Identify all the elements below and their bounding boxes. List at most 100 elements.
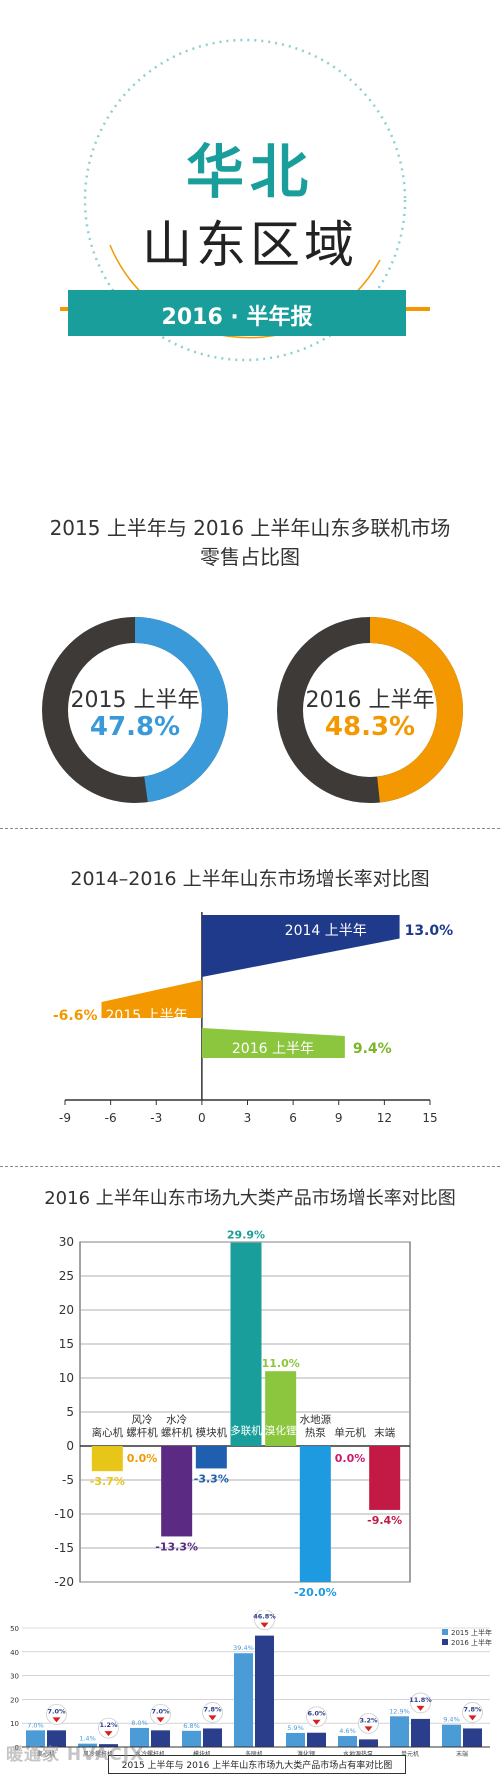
share-bar	[411, 1718, 430, 1747]
share-value-bubble	[462, 1702, 483, 1723]
donut-label-2016: 2016 上半年	[305, 688, 435, 713]
cat-bar	[230, 1242, 262, 1446]
share-tick-label: 30	[10, 1673, 19, 1681]
share-bar	[463, 1728, 482, 1747]
cat-bar-label: 热泵	[305, 1426, 326, 1439]
growth-tick-label: -3	[150, 1111, 162, 1125]
growth-tick-label: 6	[289, 1111, 297, 1125]
share-legend-2015: 2015 上半年	[451, 1629, 493, 1637]
cat-bar-label: 螺杆机	[126, 1426, 158, 1439]
growth-value-label: -6.6%	[53, 1008, 98, 1024]
watermark-logo: 暖通家 HVACJX	[6, 1745, 145, 1765]
share-bar	[359, 1739, 378, 1747]
share-red-marker	[208, 1715, 217, 1721]
share-value-2015: 39.4%	[233, 1644, 254, 1652]
share-bar	[442, 1724, 461, 1747]
cat-value-label: -3.3%	[194, 1472, 229, 1485]
share-tick-label: 10	[10, 1720, 19, 1728]
cat-value-label: -9.4%	[367, 1514, 402, 1527]
growth-tick-label: 15	[422, 1111, 437, 1125]
share-value-2016: 6.0%	[307, 1710, 326, 1718]
cat-bar	[161, 1446, 193, 1537]
growth-value-label: 9.4%	[353, 1041, 392, 1057]
growth-value-label: 13.0%	[405, 923, 454, 939]
cat-bar	[299, 1446, 331, 1582]
cat-bar-label: 螺杆机	[161, 1426, 193, 1439]
growth-title: 2014–2016 上半年山东市场增长率对比图	[70, 868, 430, 890]
cat-value-label: 11.0%	[262, 1357, 300, 1370]
share-value-2015: 6.8%	[183, 1722, 200, 1730]
growth-tick-label: 0	[198, 1111, 206, 1125]
share-value-2015: 4.6%	[339, 1727, 356, 1735]
growth-cat-label: 2015 上半年	[106, 1008, 188, 1024]
share-value-2016: 7.0%	[47, 1707, 66, 1715]
donut-label-2015: 2015 上半年	[70, 688, 200, 713]
share-bar	[47, 1730, 66, 1747]
cat-bar	[369, 1446, 401, 1510]
share-value-2016: 1.2%	[99, 1721, 118, 1729]
share-red-marker	[364, 1726, 373, 1732]
share-bar	[390, 1716, 409, 1747]
cat-tick-label: 5	[66, 1405, 74, 1419]
cat-tick-label: 30	[59, 1235, 74, 1249]
share-legend-swatch-2015	[442, 1629, 448, 1635]
share-tick-label: 40	[10, 1649, 19, 1657]
cat-bar-label: 末端	[374, 1426, 395, 1439]
cat-value-label: -3.7%	[90, 1475, 125, 1488]
growth-bar	[201, 915, 400, 977]
cat-tick-label: -20	[54, 1575, 74, 1589]
share-bar	[307, 1732, 326, 1747]
share-red-marker	[416, 1705, 425, 1711]
share-value-2016: 7.8%	[203, 1705, 222, 1713]
share-value-bubble	[46, 1703, 67, 1725]
share-bar	[130, 1727, 149, 1747]
share-bar	[182, 1730, 201, 1747]
cat-bar-label: 多联机	[230, 1424, 262, 1437]
category-growth-chart: 302520151050-5-10-15-20离心机-3.7%风冷螺杆机0.0%…	[54, 1229, 411, 1599]
share-value-2016: 7.0%	[151, 1707, 170, 1715]
subregion-title: 山东区域	[142, 216, 358, 274]
cat-value-label: -13.3%	[155, 1540, 198, 1553]
cat-tick-label: 20	[59, 1303, 74, 1317]
share-bar	[203, 1728, 222, 1747]
share-value-bubble	[202, 1702, 223, 1723]
cat-tick-label: 10	[59, 1371, 74, 1385]
share-value-bubble	[358, 1712, 379, 1734]
share-value-2016: 46.8%	[253, 1613, 276, 1621]
share-red-marker	[104, 1731, 113, 1737]
cat-tick-label: -15	[54, 1541, 74, 1555]
donut-title-line1: 2015 上半年与 2016 上半年山东多联机市场	[49, 516, 451, 540]
share-value-bubble	[98, 1717, 119, 1739]
region-title: 华北	[185, 138, 314, 206]
share-value-2016: 7.8%	[463, 1705, 482, 1713]
share-red-marker	[260, 1622, 269, 1628]
share-category-label: 模块机	[193, 1750, 211, 1758]
donut-value-2016: 48.3%	[324, 712, 416, 742]
cat-bar	[195, 1446, 227, 1469]
share-value-2015: 1.4%	[79, 1735, 96, 1743]
share-bar	[151, 1730, 170, 1747]
share-value-2015: 12.9%	[389, 1707, 410, 1715]
share-category-label: 风冷螺杆机	[83, 1750, 113, 1758]
cat-bar-label: 溴化锂	[265, 1424, 297, 1437]
growth-tick-label: 3	[244, 1111, 252, 1125]
category-title: 2016 上半年山东市场九大类产品市场增长率对比图	[44, 1188, 456, 1209]
share-red-marker	[52, 1717, 61, 1723]
cat-tick-label: 0	[66, 1439, 74, 1453]
share-bar	[26, 1730, 45, 1747]
share-category-label: 多联机	[245, 1750, 263, 1758]
share-value-2015: 9.4%	[443, 1716, 460, 1724]
share-bar	[255, 1635, 274, 1747]
share-value-bubble	[150, 1703, 171, 1725]
divider-2	[0, 1166, 500, 1167]
share-category-label: 单元机	[401, 1750, 419, 1758]
share-bar	[234, 1653, 253, 1747]
donut-title-line2: 零售占比图	[200, 545, 300, 569]
share-bar	[78, 1743, 97, 1747]
share-legend-swatch-2016	[442, 1639, 448, 1645]
share-bar	[99, 1744, 118, 1747]
growth-bar	[201, 1028, 345, 1058]
cat-value-label: 0.0%	[335, 1452, 366, 1465]
donut-chart-area	[42, 617, 463, 803]
